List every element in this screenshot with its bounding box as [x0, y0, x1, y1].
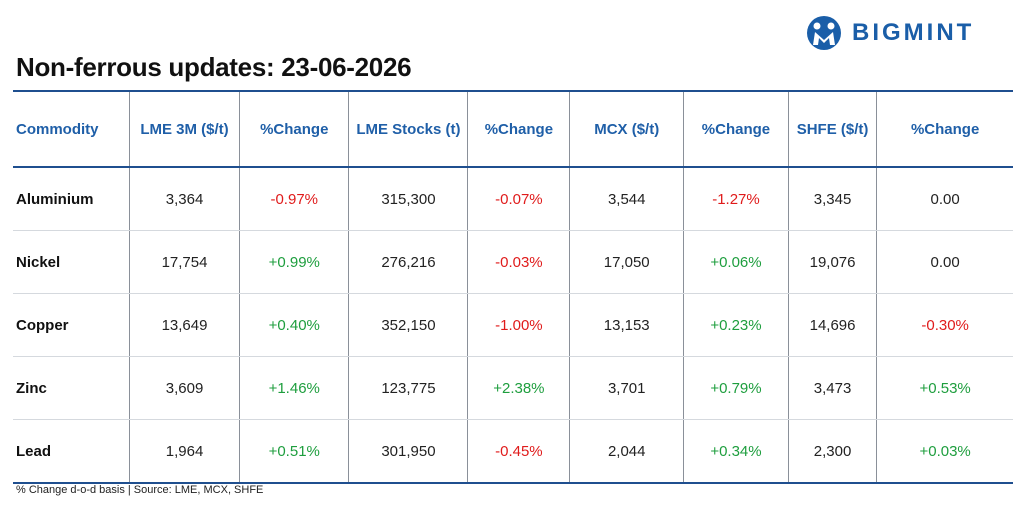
- table-cell: +2.38%: [467, 356, 570, 420]
- column-header: %Change: [467, 90, 570, 168]
- table-cell: 17,050: [569, 230, 684, 294]
- table-cell: +0.53%: [876, 356, 1013, 420]
- table-cell: 3,544: [569, 167, 684, 231]
- title: Non-ferrous updates: 23-06-2026: [16, 52, 412, 82]
- table-cell: 123,775: [348, 356, 468, 420]
- logo: BIGMINT: [806, 12, 974, 54]
- table-cell: 3,701: [569, 356, 684, 420]
- table-cell: 14,696: [787, 293, 877, 357]
- table-cell: 315,300: [348, 167, 468, 231]
- logo-text: BIGMINT: [852, 19, 975, 46]
- footnote: % Change d-o-d basis | Source: LME, MCX,…: [16, 484, 264, 496]
- table-cell: 2,044: [569, 419, 684, 484]
- table-cell: 3,364: [129, 167, 240, 231]
- table-cell: +0.23%: [683, 293, 789, 357]
- table-cell: +0.40%: [238, 293, 349, 357]
- table-cell: 352,150: [348, 293, 468, 357]
- table-cell: -1.27%: [683, 167, 789, 231]
- column-header: SHFE ($/t): [787, 90, 877, 168]
- table-cell: +1.46%: [238, 356, 349, 420]
- table-cell: 3,609: [129, 356, 240, 420]
- table-cell: 0.00: [876, 230, 1013, 294]
- column-header: LME 3M ($/t): [129, 90, 240, 168]
- table-row: Copper 13,649 +0.40% 352,150 -1.00% 13,153 +0.…: [13, 293, 1013, 357]
- column-header: MCX ($/t): [569, 90, 684, 168]
- table-row: Lead 1,964 +0.51% 301,950 -0.45% 2,044 +0.34% 2…: [13, 419, 1013, 484]
- table-row: Nickel 17,754 +0.99% 276,216 -0.03% 17,050 +0.…: [13, 230, 1013, 294]
- table-cell: 276,216: [348, 230, 468, 294]
- table-cell: -0.07%: [467, 167, 570, 231]
- table-cell: -0.45%: [467, 419, 570, 484]
- table-cell: 301,950: [348, 419, 468, 484]
- table-cell: 3,345: [787, 167, 877, 231]
- table-cell: 3,473: [787, 356, 877, 420]
- table-cell: 0.00: [876, 167, 1013, 231]
- row-label: Zinc: [13, 356, 130, 420]
- table-cell: +0.34%: [683, 419, 789, 484]
- column-header: %Change: [876, 90, 1013, 168]
- table-cell: 1,964: [129, 419, 240, 484]
- data-table: Commodity LME 3M ($/t) %Change LME Stocks (…: [13, 90, 1013, 484]
- table-row: Aluminium 3,364 -0.97% 315,300 -0.07% 3,544 -1…: [13, 167, 1013, 231]
- table-cell: +0.06%: [683, 230, 789, 294]
- row-label: Nickel: [13, 230, 130, 294]
- table-cell: +0.99%: [238, 230, 349, 294]
- row-label: Aluminium: [13, 167, 130, 231]
- table-cell: -0.30%: [876, 293, 1013, 357]
- table-cell: 17,754: [129, 230, 240, 294]
- table-cell: 13,153: [569, 293, 684, 357]
- table-cell: -1.00%: [467, 293, 570, 357]
- header-row: Commodity LME 3M ($/t) %Change LME Stocks (…: [13, 90, 1013, 168]
- column-header: %Change: [683, 90, 789, 168]
- table-cell: -0.03%: [467, 230, 570, 294]
- row-label: Copper: [13, 293, 130, 357]
- column-header: LME Stocks (t): [348, 90, 468, 168]
- table-cell: 13,649: [129, 293, 240, 357]
- table-row: Zinc 3,609 +1.46% 123,775 +2.38% 3,701 +0.79% 3…: [13, 356, 1013, 420]
- table-cell: -0.97%: [238, 167, 349, 231]
- table-cell: +0.79%: [683, 356, 789, 420]
- table-cell: +0.51%: [238, 419, 349, 484]
- row-label: Lead: [13, 419, 130, 484]
- table-cell: 19,076: [787, 230, 877, 294]
- column-header: Commodity: [13, 90, 130, 168]
- table-cell: +0.03%: [876, 419, 1013, 484]
- logo-icon: [807, 16, 841, 50]
- table-cell: 2,300: [787, 419, 877, 484]
- column-header: %Change: [238, 90, 349, 168]
